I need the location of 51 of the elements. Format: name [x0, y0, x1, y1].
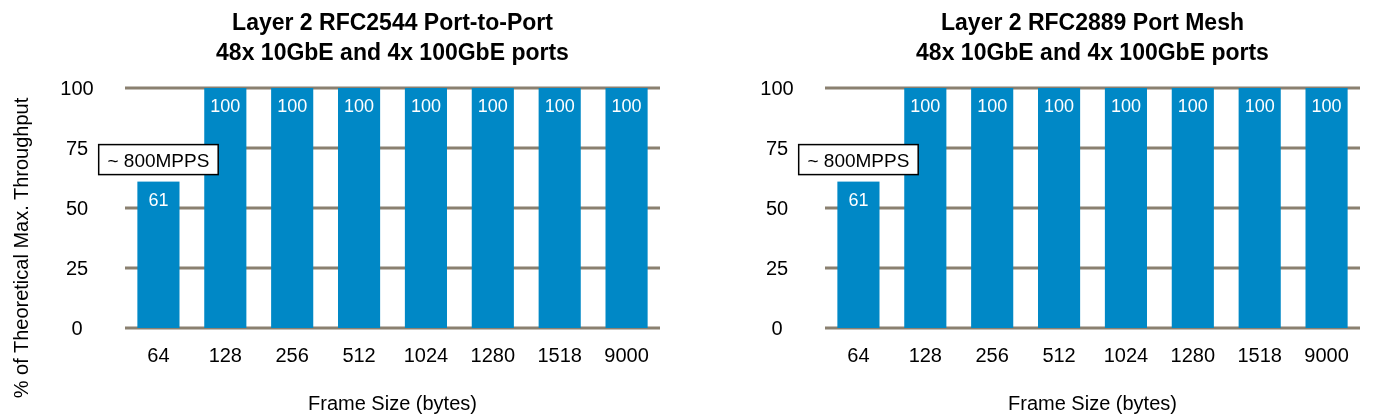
x-tick-label: 128: [908, 344, 942, 366]
x-tick-label: 512: [1042, 344, 1076, 366]
data-label: 100: [1110, 96, 1141, 116]
y-tick-label: 0: [71, 317, 83, 339]
chart-title: Layer 2 RFC2889 Port Mesh: [941, 9, 1244, 35]
x-tick-label: 128: [208, 344, 242, 366]
x-tick-label: 64: [847, 344, 870, 366]
data-label: 100: [1244, 96, 1275, 116]
data-label: 100: [344, 96, 375, 116]
x-tick-label: 1024: [403, 344, 449, 366]
data-label: 100: [977, 96, 1008, 116]
data-label: 100: [1311, 96, 1342, 116]
x-tick-label: 1518: [537, 344, 582, 366]
x-tick-label: 512: [342, 344, 376, 366]
y-tick-label: 100: [760, 77, 794, 99]
y-tick-label: 100: [60, 77, 94, 99]
y-axis-title: % of Theoretical Max. Throughput: [10, 97, 32, 399]
data-label: 100: [544, 96, 575, 116]
x-tick-label: 1280: [470, 344, 516, 366]
data-label: 100: [910, 96, 941, 116]
y-tick-label: 25: [765, 257, 789, 279]
data-label: 61: [848, 189, 869, 210]
data-label: 100: [1177, 96, 1208, 116]
x-tick-label: 256: [275, 344, 309, 366]
y-tick-label: 75: [765, 137, 789, 159]
x-axis-title: Frame Size (bytes): [1008, 392, 1177, 414]
data-label: 100: [277, 96, 308, 116]
x-tick-label: 1280: [1170, 344, 1216, 366]
x-tick-label: 9000: [604, 344, 649, 366]
y-tick-label: 0: [771, 317, 783, 339]
annotation: ~ 800MPPS: [807, 149, 910, 171]
data-label: 100: [611, 96, 642, 116]
data-label: 100: [477, 96, 508, 116]
x-tick-label: 1518: [1237, 344, 1282, 366]
data-label: 61: [148, 189, 169, 210]
y-tick-label: 50: [765, 197, 789, 219]
x-tick-label: 256: [975, 344, 1009, 366]
data-label: 100: [210, 96, 241, 116]
data-label: 100: [1044, 96, 1075, 116]
y-tick-label: 50: [65, 197, 89, 219]
x-tick-label: 1024: [1103, 344, 1149, 366]
annotation: ~ 800MPPS: [107, 149, 210, 171]
x-axis-title: Frame Size (bytes): [308, 392, 477, 414]
y-tick-label: 25: [65, 257, 89, 279]
chart-title: Layer 2 RFC2544 Port-to-Port: [232, 9, 554, 35]
x-tick-label: 64: [147, 344, 170, 366]
y-tick-label: 75: [65, 137, 89, 159]
chart-subtitle: 48x 10GbE and 4x 100GbE ports: [216, 39, 569, 65]
chart-subtitle: 48x 10GbE and 4x 100GbE ports: [916, 39, 1269, 65]
x-tick-label: 9000: [1304, 344, 1349, 366]
data-label: 100: [410, 96, 441, 116]
